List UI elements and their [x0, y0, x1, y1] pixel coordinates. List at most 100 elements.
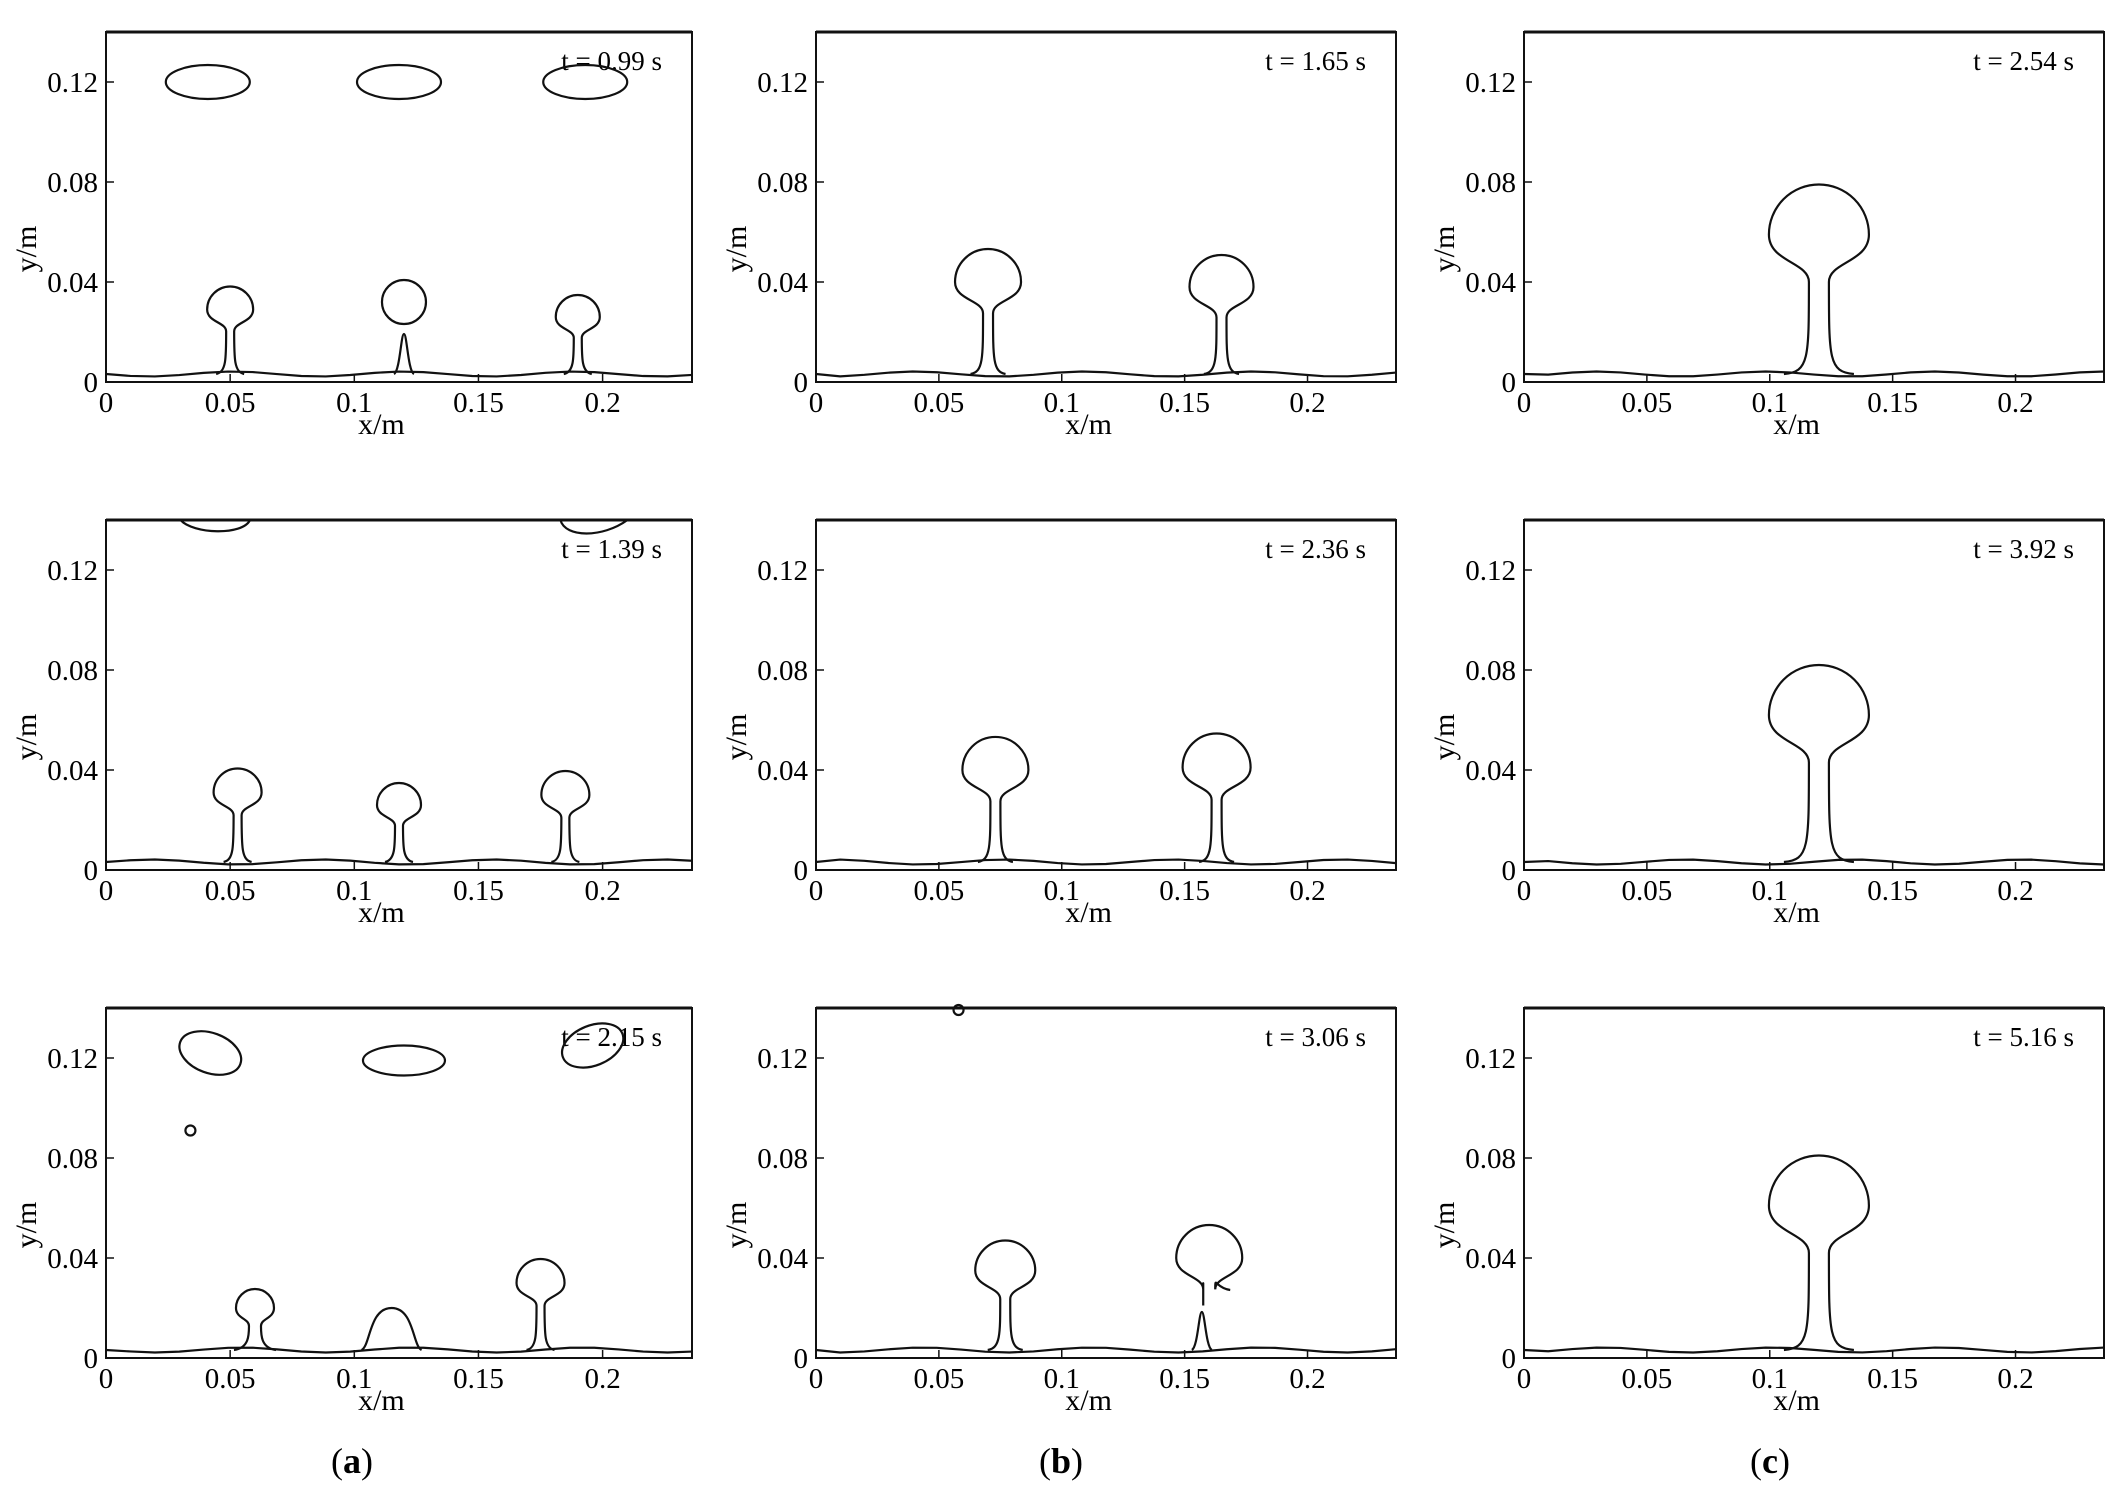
plot-frame	[105, 31, 693, 383]
rising-bubble	[554, 293, 601, 376]
interface-contours	[1523, 663, 2105, 866]
y-tick-label: 0	[794, 855, 809, 887]
x-axis-label: x/m	[1065, 896, 1112, 929]
y-tick-label: 0.12	[757, 1043, 808, 1075]
liquid-spike	[393, 332, 415, 375]
x-tick-label: 0	[99, 875, 114, 907]
x-tick-label: 0.15	[453, 387, 504, 419]
rising-bubble	[515, 1257, 566, 1352]
interface-contours	[815, 732, 1397, 866]
y-tick-label: 0.04	[757, 267, 808, 299]
panel-a-row-3: 0 0.05 0.1 0.15 0.2 0 0.04 0.08 0.12 x/m y/m t = 2.…	[10, 1006, 693, 1417]
y-tick-label: 0.12	[757, 555, 808, 587]
x-tick-label: 0.05	[914, 387, 965, 419]
x-axis-label: x/m	[1773, 896, 1820, 929]
y-tick-label: 0.08	[1465, 167, 1516, 199]
y-axis-label: y/m	[10, 1202, 43, 1249]
x-tick-label: 0.05	[1622, 875, 1673, 907]
film-interface	[105, 858, 693, 866]
x-tick-label: 0.05	[1622, 387, 1673, 419]
x-tick-label: 0.05	[205, 875, 256, 907]
interface-contours	[815, 247, 1397, 378]
satellite-droplet	[184, 1124, 197, 1137]
y-tick-label: 0.12	[757, 67, 808, 99]
interface-contours	[1523, 183, 2105, 378]
panel-a-row-2: 0 0.05 0.1 0.15 0.2 0 0.04 0.08 0.12 x/m y/m t = 1.…	[10, 518, 693, 929]
top-bubble	[355, 63, 443, 101]
x-tick-label: 0.1	[336, 875, 372, 907]
y-tick-label: 0.08	[1465, 1143, 1516, 1175]
x-tick-label: 0.2	[1289, 387, 1325, 419]
time-annotation: t = 0.99 s	[561, 46, 662, 76]
panel-c-row-2: 0 0.05 0.1 0.15 0.2 0 0.04 0.08 0.12 x/m y/m t = 3.…	[1428, 518, 2105, 929]
y-axis-label: y/m	[720, 226, 753, 273]
y-tick-label: 0	[84, 855, 99, 887]
panel-grid: 0 0.05 0.1 0.15 0.2 0 0.04 0.08 0.12 x/m y/m t = 0.…	[10, 30, 2105, 1417]
x-axis-label: x/m	[1065, 1384, 1112, 1417]
y-tick-label: 0.04	[757, 1243, 808, 1275]
x-tick-label: 0	[809, 875, 824, 907]
y-tick-label: 0.12	[47, 555, 98, 587]
detached-bubble	[380, 278, 428, 326]
film-interface	[815, 370, 1397, 378]
x-tick-label: 0.2	[1997, 875, 2033, 907]
rising-bubble	[233, 1287, 277, 1352]
y-tick-label: 0.12	[1465, 67, 1516, 99]
time-annotation: t = 2.15 s	[561, 1022, 662, 1052]
x-tick-label: 0.2	[1997, 387, 2033, 419]
time-annotation: t = 1.65 s	[1265, 46, 1366, 76]
y-axis-label: y/m	[1428, 226, 1461, 273]
x-axis-label: x/m	[358, 408, 405, 441]
x-tick-label: 0.15	[1867, 387, 1918, 419]
plot-frame	[815, 31, 1397, 383]
plot-frame	[105, 1007, 693, 1359]
time-annotation: t = 3.06 s	[1265, 1022, 1366, 1052]
caption-a: (a)	[331, 1441, 373, 1481]
y-tick-label: 0.08	[757, 655, 808, 687]
top-bubble	[542, 63, 629, 101]
interface-contours	[105, 519, 693, 866]
rising-bubble	[1188, 253, 1255, 376]
x-axis-label: x/m	[1065, 408, 1112, 441]
caption-b: (b)	[1039, 1441, 1083, 1481]
liquid-spike	[1191, 1310, 1213, 1351]
rising-bubble	[1767, 1154, 1871, 1352]
rising-bubble	[961, 735, 1030, 864]
x-tick-label: 0.15	[1159, 387, 1210, 419]
bubble-cap	[360, 1306, 423, 1351]
interface-contours	[815, 1003, 1397, 1354]
x-tick-label: 0.15	[1159, 1363, 1210, 1395]
y-axis-label: y/m	[720, 1202, 753, 1249]
plot-frame	[815, 1007, 1397, 1359]
x-tick-label: 0.15	[1159, 875, 1210, 907]
rising-bubble	[375, 781, 423, 864]
x-tick-label: 0.1	[336, 1363, 372, 1395]
rising-bubble	[974, 1239, 1037, 1352]
x-tick-label: 0	[1517, 1363, 1532, 1395]
plot-frame	[1523, 1007, 2105, 1359]
y-axis-label: y/m	[10, 714, 43, 761]
y-tick-label: 0.08	[1465, 655, 1516, 687]
detaching-bubble	[1175, 1223, 1244, 1306]
rising-bubble	[212, 767, 263, 864]
x-tick-label: 0.05	[205, 387, 256, 419]
y-axis-label: y/m	[10, 226, 43, 273]
rising-bubble	[1767, 183, 1871, 376]
y-tick-label: 0.08	[757, 1143, 808, 1175]
x-tick-label: 0.1	[336, 387, 372, 419]
y-tick-label: 0	[84, 367, 99, 399]
film-interface	[815, 1346, 1397, 1354]
x-tick-label: 0.1	[1752, 875, 1788, 907]
time-annotation: t = 2.54 s	[1973, 46, 2074, 76]
film-interface	[815, 858, 1397, 866]
panel-b-row-3: 0 0.05 0.1 0.15 0.2 0 0.04 0.08 0.12 x/m y/m t = 3.…	[720, 1003, 1397, 1417]
y-tick-label: 0.08	[47, 167, 98, 199]
top-bubble	[560, 1022, 625, 1069]
y-tick-label: 0.04	[1465, 267, 1516, 299]
x-tick-label: 0.1	[1044, 1363, 1080, 1395]
plot-frame	[1523, 519, 2105, 871]
top-bubble-remnant	[559, 519, 629, 535]
y-tick-label: 0.04	[757, 755, 808, 787]
caption-c: (c)	[1750, 1441, 1790, 1481]
